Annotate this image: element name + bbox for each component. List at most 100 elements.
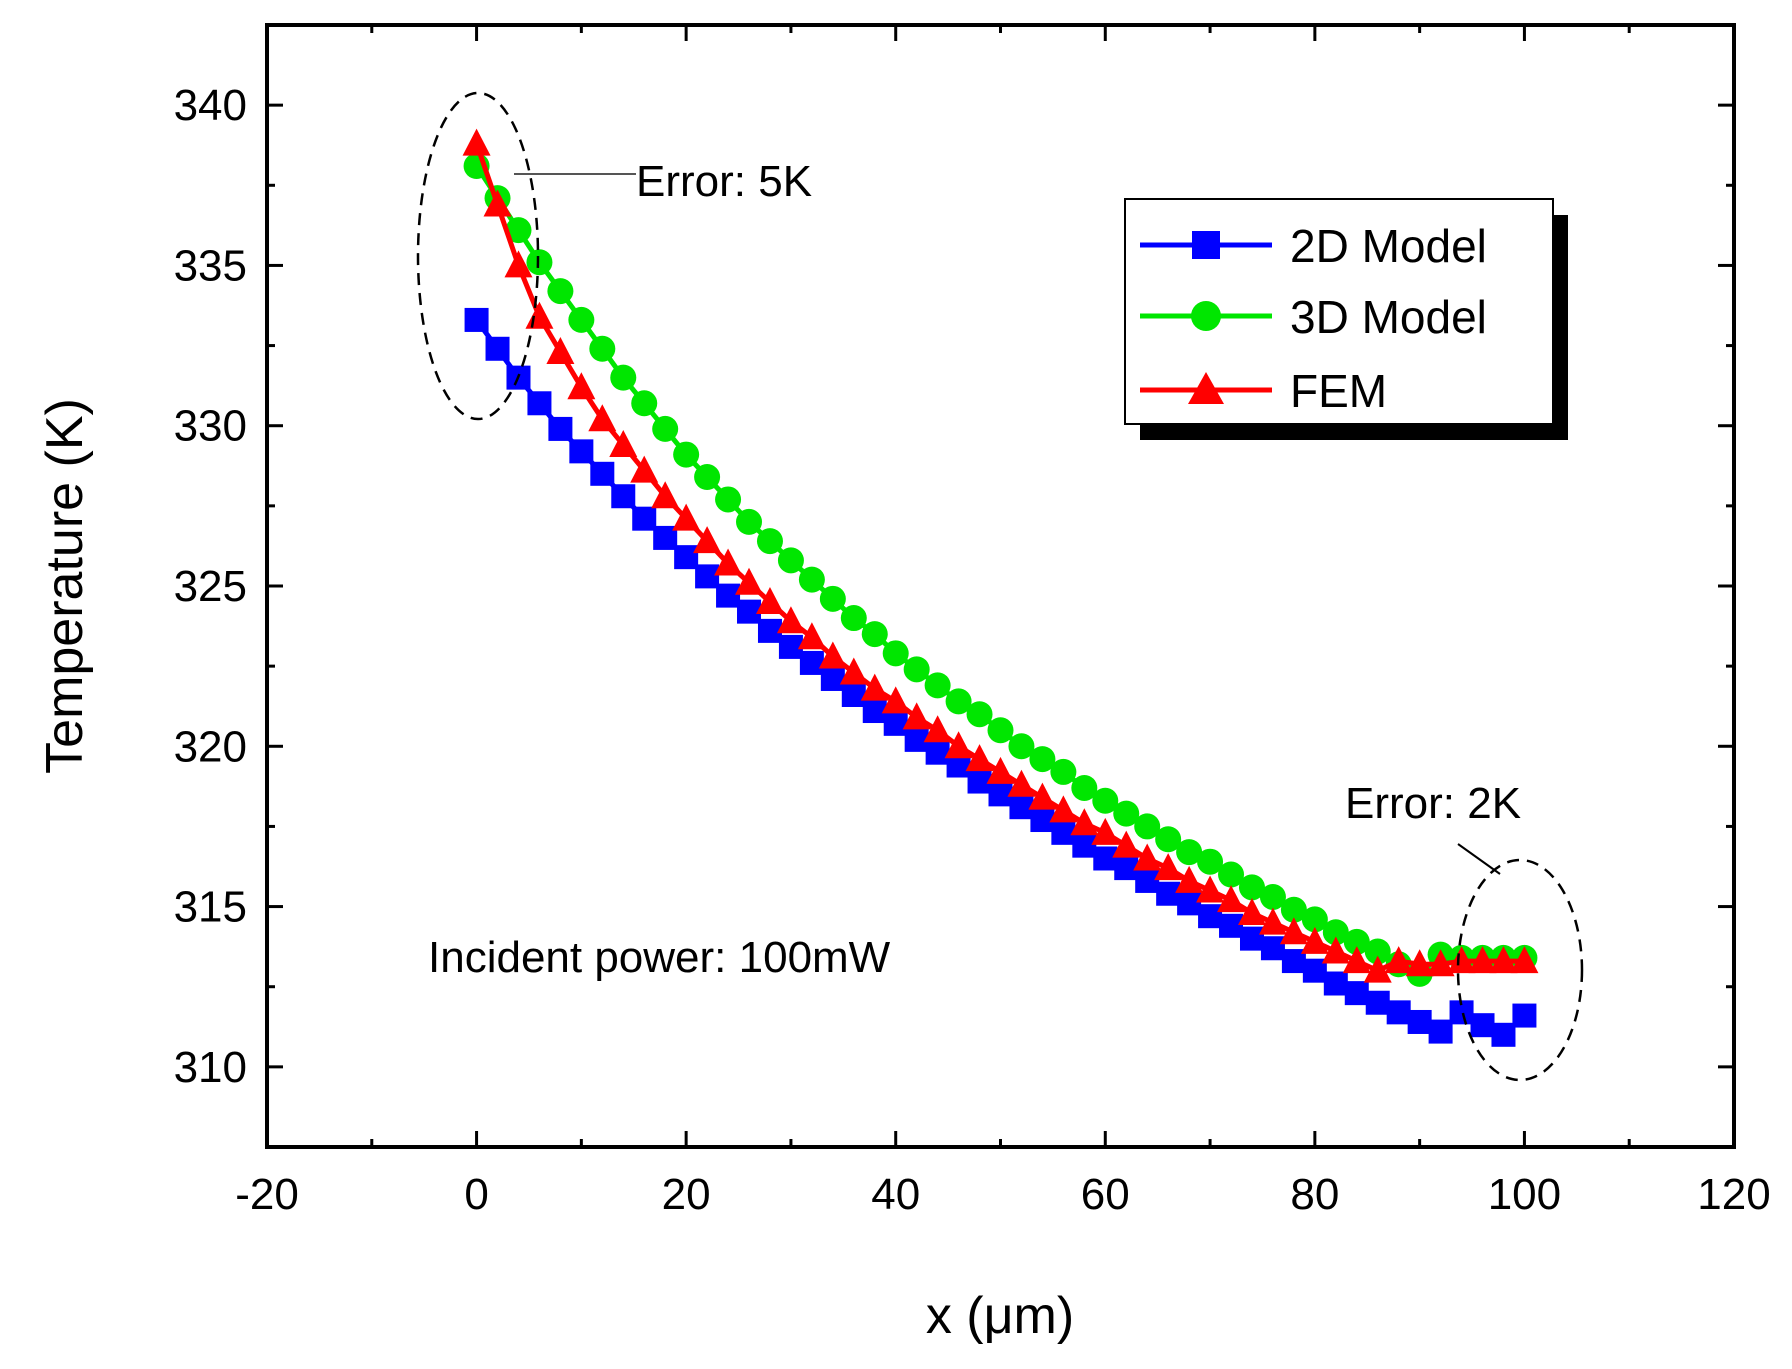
series-2-point-10	[672, 503, 701, 531]
series-2-point-16	[797, 622, 826, 650]
series-1-point-19	[861, 621, 888, 648]
series-2-point-49	[1489, 946, 1518, 974]
series-0-point-20	[883, 711, 908, 736]
series-0-point-45	[1407, 1009, 1432, 1034]
error-5k-label: Error: 5K	[636, 157, 812, 206]
series-2-point-13	[735, 567, 764, 595]
series-1-point-25	[987, 717, 1014, 744]
series-2-point-2	[504, 250, 533, 278]
series-0-point-21	[904, 727, 929, 752]
series-0-point-22	[925, 740, 950, 765]
y-tick-label-4: 330	[174, 402, 247, 451]
x-axis-title: x (μm)	[926, 1287, 1074, 1345]
series-0-point-44	[1386, 1000, 1411, 1025]
legend-label-fem: FEM	[1290, 365, 1387, 417]
legend: 2D Model 3D Model FEM	[1124, 198, 1568, 440]
series-2-point-12	[714, 548, 743, 576]
series-1-point-41	[1322, 919, 1349, 946]
series-2-point-17	[818, 641, 847, 669]
series-2-point-30	[1091, 817, 1120, 845]
series-2-point-28	[1049, 795, 1078, 823]
series-2-point-25	[986, 756, 1015, 784]
x-tick-label-7: 120	[1697, 1170, 1770, 1219]
y-tick-label-2: 320	[174, 722, 247, 771]
series-2-point-9	[651, 481, 680, 509]
series-2-point-33	[1154, 853, 1183, 881]
series-1-point-40	[1301, 906, 1328, 933]
series-0-point-46	[1428, 1019, 1453, 1044]
series-0-point-28	[1051, 820, 1076, 845]
series-0-point-33	[1156, 881, 1181, 906]
series-2-point-37	[1237, 897, 1266, 925]
series-1-point-23	[945, 688, 972, 715]
error-5k-ellipse	[416, 91, 540, 421]
y-tick-label-6: 340	[174, 81, 247, 130]
series-0-point-29	[1072, 833, 1097, 858]
series-1-point-16	[798, 566, 825, 593]
series-1	[463, 153, 1538, 987]
series-1-point-31	[1113, 800, 1140, 827]
error-2k-label: Error: 2K	[1345, 779, 1521, 828]
series-0-point-50	[1512, 1003, 1537, 1028]
series-2-point-46	[1426, 949, 1455, 977]
series-1-point-39	[1280, 896, 1307, 923]
series-0-point-18	[841, 682, 866, 707]
series-2-point-6	[588, 404, 617, 432]
series-1-point-28	[1050, 758, 1077, 785]
series-1-point-17	[819, 585, 846, 612]
plot-series	[462, 128, 1539, 1047]
series-1-point-2	[505, 217, 532, 244]
series-2-point-23	[944, 731, 973, 759]
series-1-point-10	[673, 441, 700, 468]
y-tick-label-1: 315	[174, 883, 247, 932]
legend-label-3d: 3D Model	[1290, 291, 1487, 343]
series-0-point-43	[1365, 990, 1390, 1015]
series-2-point-38	[1258, 907, 1287, 935]
series-2-point-5	[567, 372, 596, 400]
series-0-point-32	[1135, 868, 1160, 893]
series-1-point-30	[1092, 787, 1119, 814]
series-1-point-32	[1134, 813, 1161, 840]
x-tick-label-4: 60	[1081, 1170, 1130, 1219]
series-2-point-41	[1321, 936, 1350, 964]
series-0-point-7	[611, 484, 636, 509]
series-2	[462, 128, 1539, 983]
series-2-point-1	[483, 189, 512, 217]
series-0-point-37	[1239, 926, 1264, 951]
y-tick-label-5: 335	[174, 241, 247, 290]
series-0-point-14	[757, 618, 782, 643]
axis-ticks: -20 0 20 40 60 80 100 120 310 315 320 325 330 335 340	[174, 25, 1771, 1219]
series-2-point-34	[1175, 865, 1204, 893]
legend-marker-3d	[1191, 301, 1221, 331]
series-1-point-15	[777, 547, 804, 574]
series-2-point-40	[1300, 926, 1329, 954]
series-2-point-43	[1363, 955, 1392, 983]
series-0-point-16	[799, 650, 824, 675]
x-tick-label-2: 20	[662, 1170, 711, 1219]
series-0-point-48	[1470, 1013, 1495, 1038]
series-0-point-6	[590, 461, 615, 486]
series-2-point-0	[462, 128, 491, 156]
series-0-point-10	[674, 545, 699, 570]
x-tick-label-0: -20	[235, 1170, 299, 1219]
x-tick-label-6: 100	[1488, 1170, 1561, 1219]
error-2k-ellipse	[1456, 858, 1584, 1082]
series-0-point-35	[1198, 904, 1223, 929]
series-0-point-25	[988, 782, 1013, 807]
series-0-point-26	[1009, 795, 1034, 820]
series-1-point-37	[1238, 874, 1265, 901]
series-1-point-6	[589, 335, 616, 362]
series-1-point-36	[1218, 861, 1245, 888]
series-0-point-38	[1260, 936, 1285, 961]
incident-power-label: Incident power: 100mW	[428, 933, 891, 982]
series-0-point-5	[569, 439, 594, 464]
series-2-point-32	[1133, 843, 1162, 871]
series-0-point-34	[1177, 891, 1202, 916]
series-1-point-24	[966, 701, 993, 728]
series-2-point-44	[1384, 946, 1413, 974]
series-0-point-27	[1030, 808, 1055, 833]
series-0-point-41	[1323, 971, 1348, 996]
series-1-point-42	[1343, 928, 1370, 955]
series-2-point-7	[609, 429, 638, 457]
series-0-point-42	[1344, 981, 1369, 1006]
